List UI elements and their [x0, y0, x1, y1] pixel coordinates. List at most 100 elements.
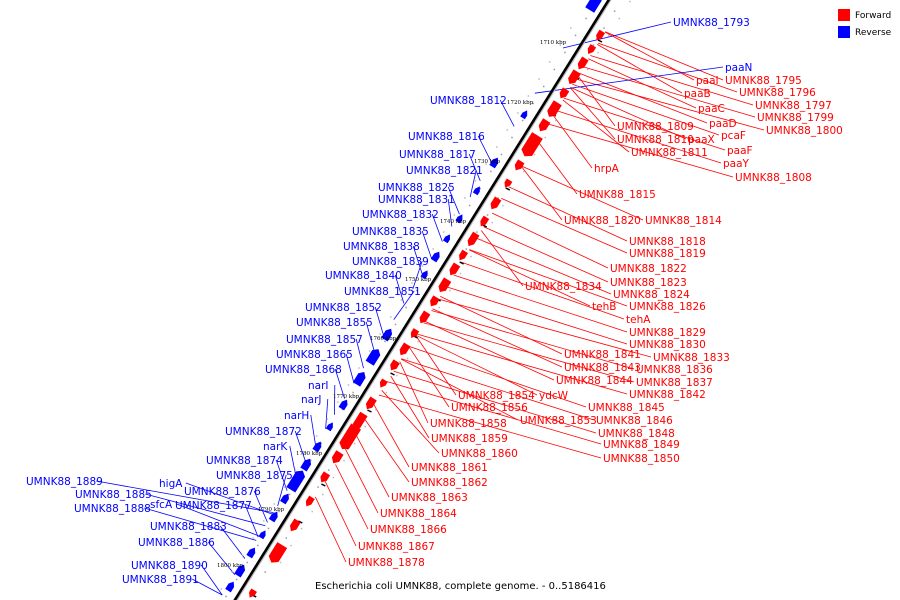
reverse-gene-label[interactable]: narJ	[301, 394, 322, 406]
forward-gene-label[interactable]: UMNK88_1863	[391, 492, 468, 504]
reverse-gene-label[interactable]: sfcA	[150, 499, 173, 511]
reverse-gene-label[interactable]: UMNK88_1885	[75, 489, 152, 501]
forward-gene-label[interactable]: UMNK88_1820	[564, 215, 641, 227]
reverse-connector	[394, 274, 405, 304]
reverse-gene-label[interactable]: higA	[159, 478, 183, 490]
forward-gene-label[interactable]: UMNK88_1861	[411, 462, 488, 474]
forward-gene-label[interactable]: UMNK88_1878	[348, 557, 425, 569]
reverse-gene-label[interactable]: UMNK88_1835	[352, 226, 429, 238]
reverse-gene-label[interactable]: UMNK88_1816	[408, 131, 485, 143]
forward-gene-label[interactable]: UMNK88_1822	[610, 263, 687, 275]
reverse-gene-label[interactable]: UMNK88_1851	[344, 286, 421, 298]
forward-gene-label[interactable]: UMNK88_1811	[631, 147, 708, 159]
reverse-gene-label[interactable]: UMNK88_1872	[225, 426, 302, 438]
forward-gene-label[interactable]: UMNK88_1846	[596, 415, 673, 427]
forward-gene-label[interactable]: UMNK88_1799	[757, 112, 834, 124]
reverse-gene-label[interactable]: UMNK88_1883	[150, 521, 227, 533]
reverse-gene-label[interactable]: narH	[284, 410, 309, 422]
forward-gene-label[interactable]: UMNK88_1849	[603, 439, 680, 451]
forward-gene-label[interactable]: UMNK88_1800	[766, 125, 843, 137]
forward-gene-label[interactable]: paaB	[684, 88, 711, 100]
forward-gene-label[interactable]: UMNK88_1841	[564, 349, 641, 361]
forward-gene-label[interactable]: UMNK88_1814	[645, 215, 722, 227]
forward-gene-label[interactable]: UMNK88_1809	[617, 121, 694, 133]
forward-gene-label[interactable]: UMNK88_1854	[458, 390, 535, 402]
reverse-gene-label[interactable]: UMNK88_1852	[305, 302, 382, 314]
reverse-gene-label[interactable]: UMNK88_1891	[122, 574, 199, 586]
forward-gene-label[interactable]: UMNK88_1833	[653, 352, 730, 364]
reverse-gene-label[interactable]: UMNK88_1825	[378, 182, 455, 194]
reverse-gene-label[interactable]: UMNK88_1821	[406, 165, 483, 177]
forward-gene-label[interactable]: paaX	[688, 134, 715, 146]
forward-gene-label[interactable]: UMNK88_1856	[451, 402, 528, 414]
forward-gene-label[interactable]: UMNK88_1843	[564, 362, 641, 374]
forward-gene-label[interactable]: paaD	[709, 118, 737, 130]
forward-gene-label[interactable]: UMNK88_1818	[629, 236, 706, 248]
forward-gene-label[interactable]: UMNK88_1826	[629, 301, 706, 313]
forward-gene-label[interactable]: UMNK88_1797	[755, 100, 832, 112]
forward-gene-label[interactable]: UMNK88_1842	[629, 389, 706, 401]
forward-gene-label[interactable]: UMNK88_1859	[431, 433, 508, 445]
reverse-gene-label[interactable]: UMNK88_1865	[276, 349, 353, 361]
track-dot	[252, 537, 254, 539]
forward-gene-label[interactable]: UMNK88_1796	[739, 87, 816, 99]
reverse-gene-label[interactable]: UMNK88_1831	[378, 194, 455, 206]
reverse-gene-label[interactable]: UMNK88_1888	[74, 503, 151, 515]
forward-gene-label[interactable]: UMNK88_1819	[629, 248, 706, 260]
forward-gene-label[interactable]: UMNK88_1866	[370, 524, 447, 536]
reverse-gene-label[interactable]: UMNK88_1838	[343, 241, 420, 253]
forward-gene-label[interactable]: UMNK88_1858	[430, 418, 507, 430]
forward-gene-label[interactable]: UMNK88_1845	[588, 402, 665, 414]
forward-gene-label[interactable]: tehB	[592, 301, 616, 313]
forward-gene-label[interactable]: UMNK88_1850	[603, 453, 680, 465]
reverse-gene-label[interactable]: UMNK88_1868	[265, 364, 342, 376]
reverse-gene-label[interactable]: UMNK88_1817	[399, 149, 476, 161]
forward-gene-label[interactable]: UMNK88_1808	[735, 172, 812, 184]
reverse-gene-label[interactable]: UMNK88_1890	[131, 560, 208, 572]
reverse-gene-label[interactable]: UMNK88_1793	[673, 17, 750, 29]
reverse-gene-label[interactable]: narI	[308, 380, 329, 392]
reverse-gene-label[interactable]: UMNK88_1840	[325, 270, 402, 282]
reverse-gene-arrow	[365, 349, 381, 366]
forward-gene-label[interactable]: UMNK88_1837	[636, 377, 713, 389]
forward-gene-label[interactable]: paaI	[696, 75, 719, 87]
reverse-gene-label[interactable]: narK	[263, 441, 288, 453]
forward-gene-label[interactable]: UMNK88_1810	[617, 134, 694, 146]
forward-gene-label[interactable]: paaF	[727, 145, 753, 157]
reverse-gene-label[interactable]: UMNK88_1875	[216, 470, 293, 482]
forward-gene-label[interactable]: paaY	[723, 158, 750, 170]
reverse-gene-label[interactable]: UMNK88_1874	[206, 455, 283, 467]
forward-gene-label[interactable]: ydcW	[539, 390, 569, 402]
forward-gene-label[interactable]: paaC	[698, 103, 725, 115]
forward-gene-label[interactable]: UMNK88_1848	[598, 428, 675, 440]
forward-gene-label[interactable]: UMNK88_1853	[520, 415, 597, 427]
reverse-gene-label[interactable]: UMNK88_1839	[352, 256, 429, 268]
forward-gene-label[interactable]: UMNK88_1824	[613, 289, 690, 301]
forward-gene-label[interactable]: UMNK88_1844	[556, 375, 633, 387]
forward-gene-label[interactable]: hrpA	[594, 163, 620, 175]
forward-gene-label[interactable]: UMNK88_1836	[636, 364, 713, 376]
reverse-gene-label[interactable]: UMNK88_1877	[175, 500, 252, 512]
reverse-gene-label[interactable]: UMNK88_1855	[296, 317, 373, 329]
reverse-gene-label[interactable]: UMNK88_1857	[286, 334, 363, 346]
reverse-gene-label[interactable]: UMNK88_1889	[26, 476, 103, 488]
forward-gene-label[interactable]: UMNK88_1864	[380, 508, 457, 520]
forward-gene-label[interactable]: UMNK88_1834	[525, 281, 602, 293]
reverse-gene-label[interactable]: UMNK88_1886	[138, 537, 215, 549]
reverse-gene-label[interactable]: paaN	[725, 62, 752, 74]
forward-gene-label[interactable]: UMNK88_1862	[411, 477, 488, 489]
forward-gene-label[interactable]: UMNK88_1823	[610, 277, 687, 289]
forward-connector	[373, 403, 410, 468]
forward-gene-label[interactable]: UMNK88_1815	[579, 189, 656, 201]
reverse-gene-label[interactable]: UMNK88_1812	[430, 95, 507, 107]
reverse-gene-label[interactable]: UMNK88_1876	[184, 486, 261, 498]
forward-gene-label[interactable]: UMNK88_1829	[629, 327, 706, 339]
forward-gene-label[interactable]: UMNK88_1795	[725, 75, 802, 87]
forward-gene-label[interactable]: pcaF	[721, 130, 746, 142]
forward-gene-label[interactable]: UMNK88_1860	[441, 448, 518, 460]
track-dot	[305, 452, 307, 454]
forward-gene-label[interactable]: UMNK88_1830	[629, 339, 706, 351]
reverse-gene-label[interactable]: UMNK88_1832	[362, 209, 439, 221]
forward-gene-label[interactable]: UMNK88_1867	[358, 541, 435, 553]
forward-gene-label[interactable]: tehA	[626, 314, 651, 326]
